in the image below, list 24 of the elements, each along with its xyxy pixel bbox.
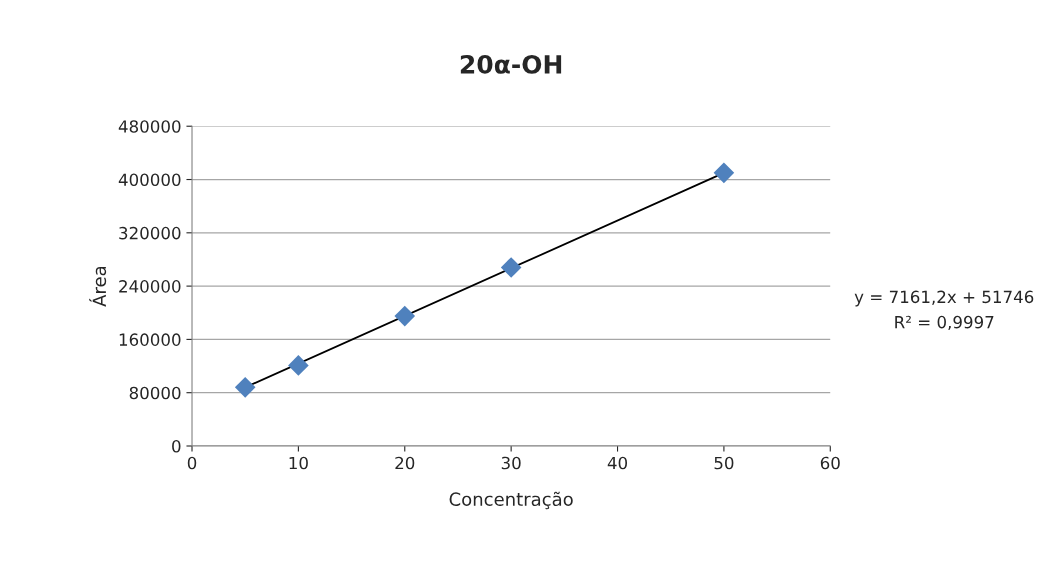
text: R² = 0,9997 [895, 315, 994, 331]
y-tick-label: 320000 [119, 226, 181, 240]
x-tick-label: 30 [501, 456, 521, 470]
x-tick-label: 20 [395, 456, 415, 470]
x-tick-label: 60 [820, 456, 840, 470]
y-tick-label: 80000 [129, 386, 181, 400]
y-tick-label: 0 [172, 439, 181, 453]
x-tick-label: 0 [187, 456, 197, 470]
point [394, 305, 416, 327]
x-tick-label: 50 [714, 456, 734, 470]
point [234, 377, 256, 398]
x-tick-label: 40 [607, 456, 628, 470]
text: y = 7161,2x + 51746 [854, 290, 1034, 307]
point [500, 257, 522, 278]
y-tick-label: 160000 [119, 333, 181, 346]
y-tick-label: 240000 [119, 280, 181, 293]
chart-title: 20α-OH [460, 54, 562, 74]
y-axis-title: Área [89, 266, 107, 307]
y-tick-label: 480000 [118, 120, 181, 133]
y-tick-label: 400000 [118, 173, 181, 187]
point [713, 162, 735, 184]
point [288, 355, 309, 376]
x-tick-label: 10 [289, 456, 308, 470]
x-axis-title: Concentração [449, 491, 573, 510]
